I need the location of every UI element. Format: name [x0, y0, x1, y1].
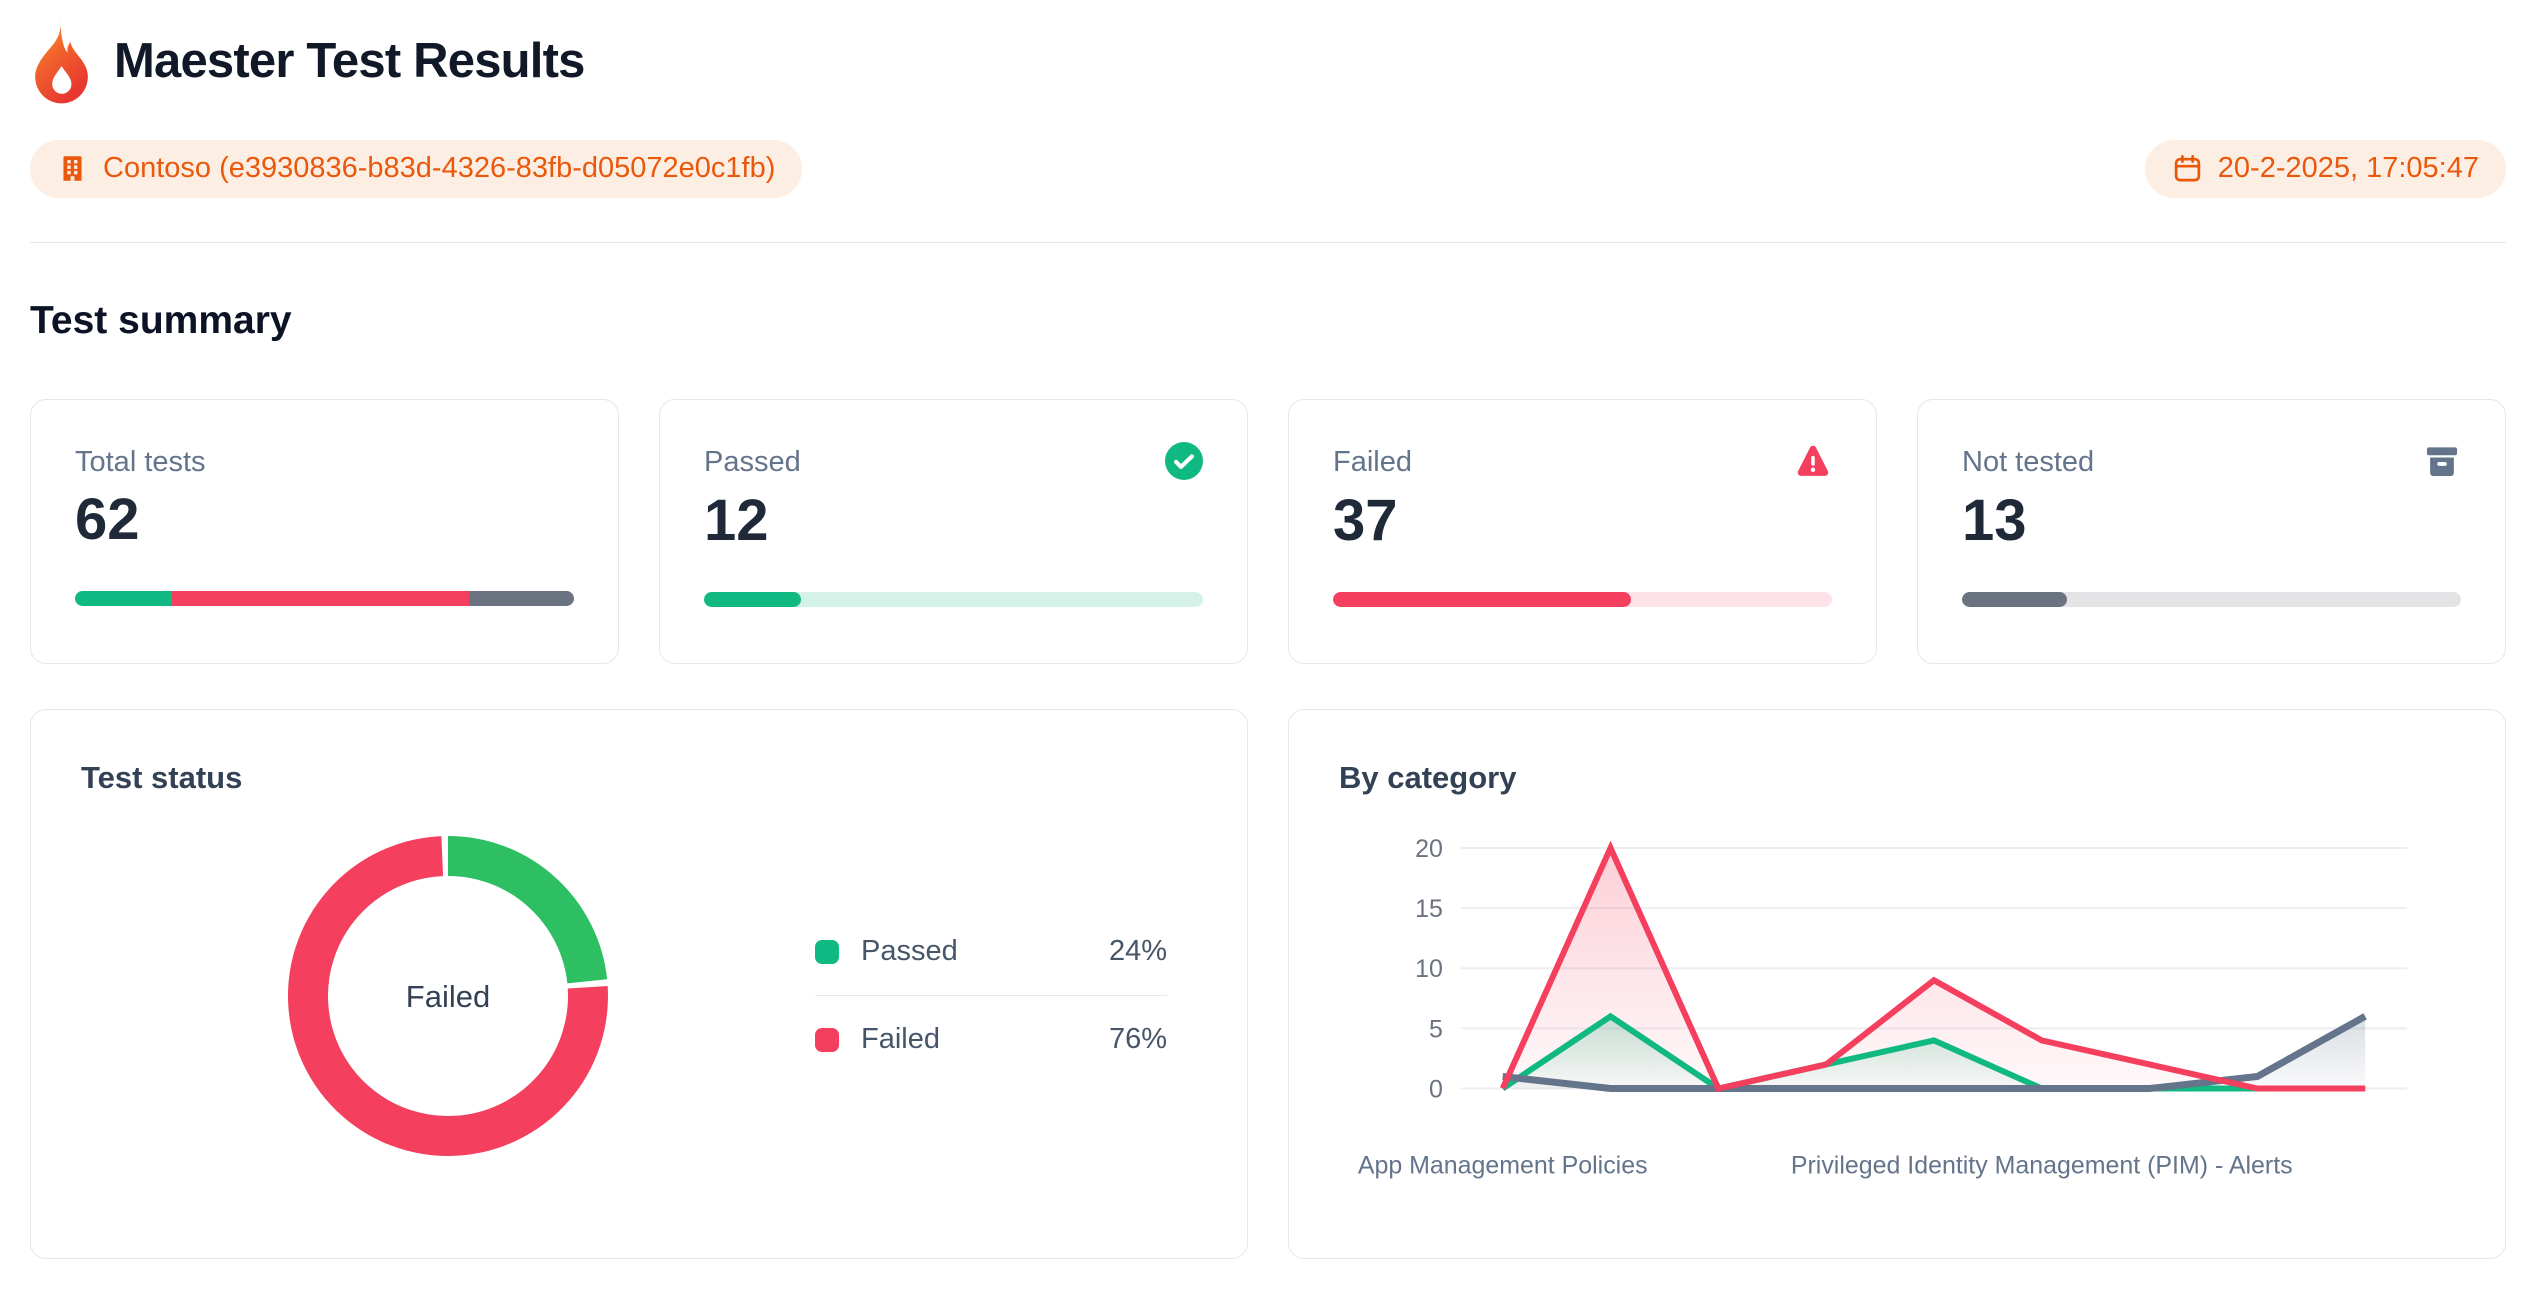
- progress-fill: [1962, 591, 2067, 607]
- chart-y-axis-labels: 0 5 10 15 20: [1415, 835, 1443, 1104]
- donut-center-label: Failed: [406, 979, 490, 1014]
- svg-text:0: 0: [1429, 1075, 1443, 1103]
- warning-triangle-icon: [1797, 445, 1829, 476]
- stat-value: 12: [704, 487, 769, 553]
- failed-swatch-icon: [815, 1027, 839, 1052]
- legend-row-failed: Failed 76%: [815, 995, 1167, 1083]
- by-category-card: By category 0 5 10 15 20 App Management Poli…: [1288, 708, 2506, 1259]
- report-header: Maester Test Results Contoso (e3930836-b…: [30, 16, 2506, 243]
- flame-logo-icon: [35, 18, 88, 104]
- svg-text:App Management Policies: App Management Policies: [1358, 1151, 1648, 1179]
- tenant-badge: Contoso (e3930836-b83d-4326-83fb-d05072e…: [30, 140, 803, 198]
- header-divider: [30, 241, 2506, 243]
- svg-text:15: 15: [1415, 895, 1443, 923]
- check-circle-icon: [1165, 441, 1203, 480]
- stat-card-grid: Total tests 62 Passed 12: [30, 398, 2506, 664]
- timestamp-label: 20-2-2025, 17:05:47: [2217, 152, 2479, 184]
- stat-label: Not tested: [1962, 445, 2095, 478]
- legend-percentage: 76%: [1108, 1023, 1167, 1056]
- total-progress-bar: [75, 591, 574, 607]
- by-category-title: By category: [1339, 759, 1517, 795]
- badge-row: Contoso (e3930836-b83d-4326-83fb-d05072e…: [30, 140, 2506, 198]
- chart-series-lines: [1499, 840, 2367, 1092]
- legend-label: Failed: [861, 1023, 940, 1056]
- failed-progress-bar: [1333, 591, 1832, 607]
- svg-text:20: 20: [1415, 835, 1443, 863]
- by-category-chart: 0 5 10 15 20 App Management Policies Privileg…: [1358, 835, 2408, 1179]
- progress-segment-failed: [171, 591, 470, 607]
- not-tested-progress-bar: [1962, 591, 2461, 607]
- legend-percentage: 24%: [1108, 935, 1167, 968]
- brand: Maester Test Results: [30, 16, 2506, 104]
- stat-value: 62: [75, 487, 140, 553]
- stat-card-total-tests: Total tests 62: [30, 398, 619, 664]
- passed-progress-bar: [704, 591, 1203, 607]
- tenant-label: Contoso (e3930836-b83d-4326-83fb-d05072e…: [103, 152, 776, 184]
- test-status-title: Test status: [81, 759, 243, 795]
- stat-value: 13: [1962, 487, 2027, 553]
- test-status-donut-chart: Failed: [288, 835, 608, 1156]
- progress-fill: [1333, 591, 1631, 607]
- stat-label: Total tests: [75, 445, 206, 478]
- page-title: Maester Test Results: [114, 34, 585, 88]
- timestamp-badge: 20-2-2025, 17:05:47: [2144, 140, 2506, 198]
- test-status-body: Failed Passed 24% Failed 76%: [81, 826, 1197, 1166]
- donut-wrap: Failed: [81, 826, 815, 1166]
- stat-card-failed: Failed 37: [1288, 398, 1877, 664]
- test-status-card: Test status Failed Passed 24%: [30, 708, 1248, 1259]
- test-summary-heading: Test summary: [30, 298, 292, 342]
- donut-segment-failed: [288, 835, 608, 1156]
- progress-fill: [704, 591, 801, 607]
- progress-segment-passed: [75, 591, 172, 607]
- archive-box-icon: [2426, 447, 2458, 476]
- stat-card-passed: Passed 12: [659, 398, 1248, 664]
- stat-card-not-tested: Not tested 13: [1917, 398, 2506, 664]
- svg-text:Privileged Identity Management: Privileged Identity Management (PIM) - A…: [1791, 1151, 2293, 1179]
- test-status-legend: Passed 24% Failed 76%: [815, 908, 1167, 1083]
- donut-segment-passed: [288, 835, 608, 1156]
- stat-label: Failed: [1333, 445, 1412, 478]
- panels-grid: Test status Failed Passed 24%: [30, 708, 2506, 1259]
- chart-x-axis-labels: App Management Policies Privileged Identi…: [1358, 1151, 2293, 1179]
- calendar-icon: [2174, 155, 2201, 182]
- legend-row-passed: Passed 24%: [815, 908, 1167, 995]
- building-icon: [63, 156, 82, 182]
- passed-swatch-icon: [815, 939, 839, 964]
- svg-text:10: 10: [1415, 955, 1443, 983]
- stat-value: 37: [1333, 487, 1398, 553]
- legend-label: Passed: [861, 935, 958, 968]
- progress-segment-not-tested: [469, 591, 574, 607]
- svg-text:5: 5: [1429, 1015, 1443, 1043]
- stat-label: Passed: [704, 445, 801, 478]
